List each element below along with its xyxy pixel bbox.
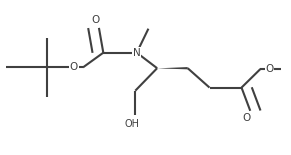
Polygon shape [157, 67, 188, 69]
Text: O: O [265, 64, 274, 74]
Text: O: O [243, 113, 251, 124]
Text: OH: OH [124, 119, 139, 129]
Text: N: N [133, 48, 141, 58]
Text: O: O [91, 15, 100, 25]
Text: O: O [70, 62, 78, 72]
